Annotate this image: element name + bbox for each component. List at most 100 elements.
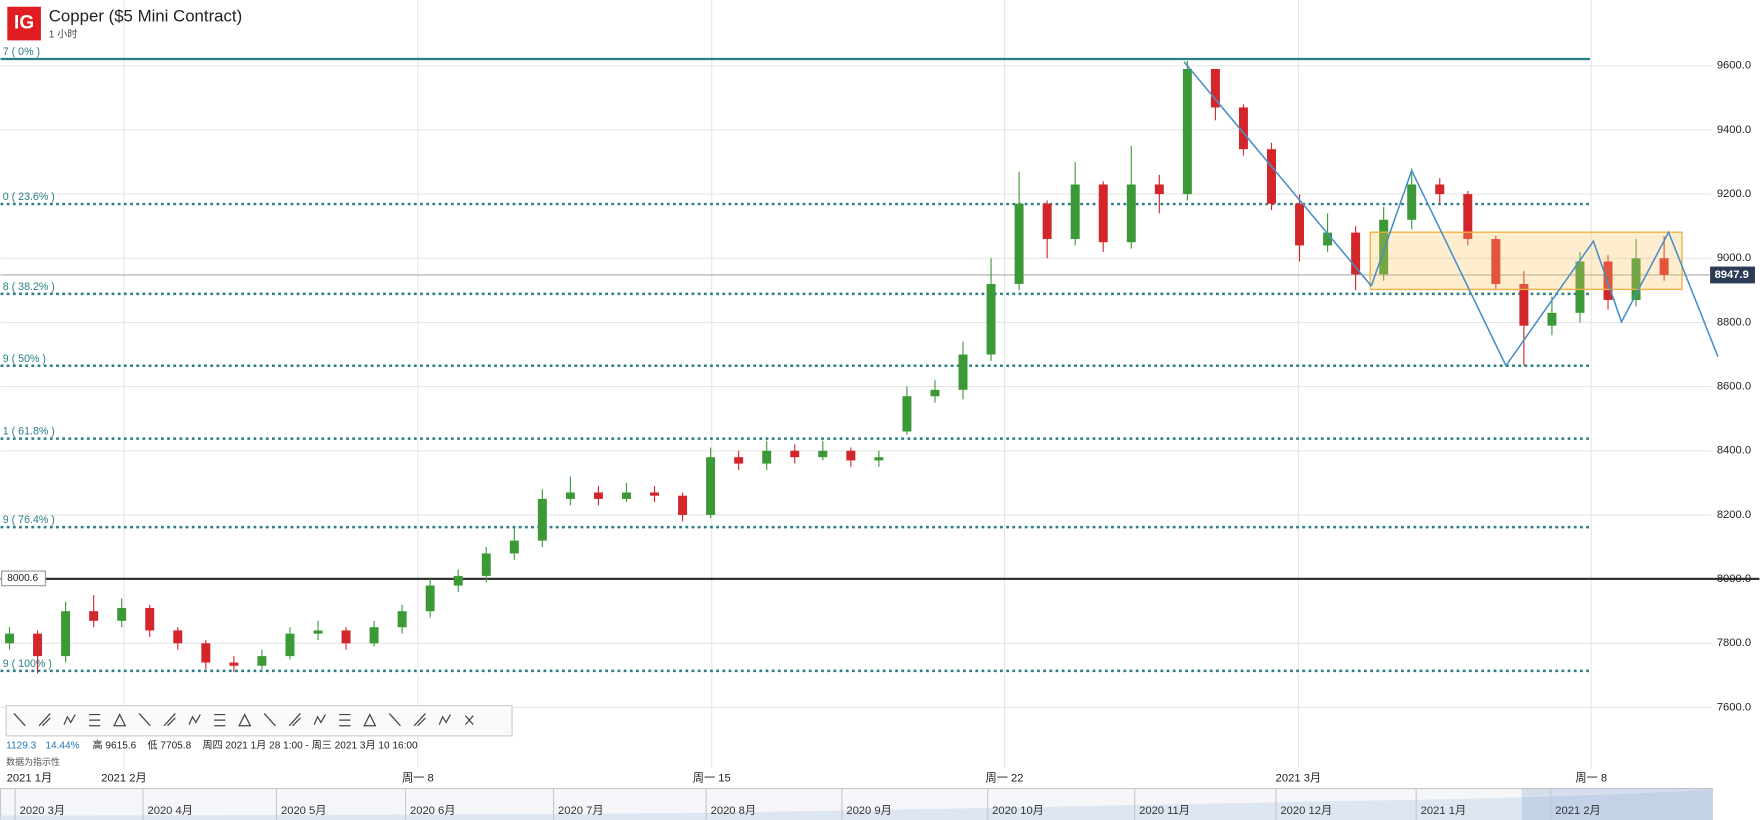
candle-body bbox=[117, 607, 127, 621]
candle-body bbox=[1435, 184, 1445, 195]
tool-icon[interactable] bbox=[214, 713, 226, 727]
tool-icon[interactable] bbox=[438, 714, 452, 725]
tool-icon[interactable] bbox=[13, 713, 26, 727]
tool-icon[interactable] bbox=[89, 713, 101, 727]
x-tick-label: 2021 1月 bbox=[7, 772, 52, 784]
tool-icon[interactable] bbox=[163, 713, 176, 727]
navigator-label: 2020 7月 bbox=[558, 805, 603, 817]
candle-body bbox=[1491, 239, 1501, 284]
info-high: 高 9615.6 bbox=[93, 739, 137, 752]
candle-body bbox=[593, 492, 603, 499]
candle-body bbox=[1351, 232, 1361, 275]
info-note: 数据为指示性 bbox=[6, 756, 60, 767]
candle-body bbox=[1519, 283, 1529, 326]
info-change-pct: 14.44% bbox=[45, 741, 79, 752]
logo-box bbox=[7, 6, 41, 41]
candle-body bbox=[1210, 68, 1220, 108]
candle-body bbox=[986, 283, 996, 355]
grid-layer: 7 ( 0% ) 0 ( 23.6% ) 8 ( 38.2% ) 9 ( 50% ) 1… bbox=[0, 0, 1760, 769]
navigator-area bbox=[0, 789, 1713, 820]
y-tick-label: 8800.0 bbox=[1717, 316, 1751, 328]
tool-icon[interactable] bbox=[63, 714, 76, 725]
y-tick-label: 8200.0 bbox=[1717, 509, 1751, 521]
candle-body bbox=[257, 656, 267, 666]
candle-body bbox=[1182, 68, 1192, 195]
candle-body bbox=[369, 627, 379, 644]
candle-body bbox=[790, 450, 800, 458]
tool-icon[interactable] bbox=[313, 714, 326, 725]
candle-body bbox=[173, 630, 183, 644]
candle-body bbox=[762, 450, 772, 464]
subtitle: 1 小时 bbox=[49, 28, 78, 40]
tool-icon[interactable] bbox=[238, 713, 252, 727]
x-tick-label: 周一 15 bbox=[693, 771, 731, 784]
info-range: 周四 2021 1月 28 1:00 - 周三 2021 3月 10 16:00 bbox=[202, 740, 418, 752]
tool-icon[interactable] bbox=[339, 713, 351, 727]
candle-body bbox=[313, 630, 323, 634]
close-icon[interactable] bbox=[464, 715, 474, 726]
y-tick-label: 8600.0 bbox=[1717, 381, 1751, 393]
tool-icon[interactable] bbox=[413, 713, 426, 727]
tool-icon[interactable] bbox=[38, 713, 51, 727]
x-tick-label: 2021 2月 bbox=[101, 772, 146, 784]
candle-body bbox=[1126, 184, 1136, 243]
overlay: 7600.0 7800.0 8000.0 8200.0 8400.0 8600.0 8800… bbox=[0, 60, 1755, 787]
x-tick-label: 周一 22 bbox=[986, 771, 1024, 784]
candle-body bbox=[1238, 107, 1248, 150]
range-box bbox=[1369, 231, 1683, 291]
navigator-label: 2020 6月 bbox=[410, 805, 455, 817]
tool-icon[interactable] bbox=[288, 713, 301, 727]
navigator-labels: 2020 3月 2020 4月 2020 5月 2020 6月 2020 7月 2020 … bbox=[14, 788, 1601, 820]
candle-body bbox=[1463, 194, 1473, 240]
navigator-label: 2020 4月 bbox=[147, 805, 192, 817]
tool-icon[interactable] bbox=[188, 714, 201, 725]
candle-body bbox=[201, 643, 211, 663]
y-tick-label: 9600.0 bbox=[1717, 60, 1751, 72]
candle-body bbox=[1267, 149, 1276, 204]
y-tick-label: 8400.0 bbox=[1717, 445, 1751, 457]
fib-label: 7 ( 0% ) bbox=[3, 46, 40, 58]
candle-body bbox=[481, 553, 491, 576]
candle-body bbox=[1631, 258, 1641, 300]
candle-body bbox=[229, 662, 239, 666]
x-tick-label: 周一 8 bbox=[1575, 771, 1607, 784]
candle-body bbox=[734, 457, 744, 464]
tool-icon[interactable] bbox=[363, 713, 377, 727]
toolbar bbox=[5, 705, 513, 737]
tool-icon[interactable] bbox=[138, 713, 151, 727]
candle-body bbox=[1575, 261, 1585, 313]
candle-body bbox=[509, 540, 519, 554]
info-change: 1129.3 bbox=[6, 741, 36, 752]
candle-body bbox=[537, 498, 547, 541]
x-tick-label: 2021 3月 bbox=[1276, 772, 1321, 784]
navigator-label: 2021 1月 bbox=[1421, 805, 1466, 817]
candle-body bbox=[1154, 184, 1164, 195]
price-line-label: 8000.6 bbox=[7, 573, 38, 584]
tool-icon[interactable] bbox=[113, 713, 127, 727]
navigator-label: 2020 9月 bbox=[846, 805, 891, 817]
last-price-label: 8947.9 bbox=[1715, 269, 1749, 281]
fib-label: 9 ( 76.4% ) bbox=[3, 514, 55, 526]
candle-body bbox=[1098, 184, 1108, 243]
navigator-label: 2020 5月 bbox=[281, 805, 326, 817]
candle-body bbox=[1070, 184, 1080, 240]
y-tick-label: 9200.0 bbox=[1717, 188, 1751, 200]
navigator-label: 2020 11月 bbox=[1139, 805, 1190, 817]
candle-body bbox=[1603, 261, 1613, 300]
candle-body bbox=[1323, 232, 1333, 246]
navigator-window bbox=[1521, 788, 1713, 820]
candle-body bbox=[902, 396, 912, 432]
candle-body bbox=[453, 575, 463, 586]
tool-icon[interactable] bbox=[388, 713, 401, 727]
navigator-label: 2020 10月 bbox=[992, 805, 1044, 817]
candle-body bbox=[650, 492, 660, 496]
candle-body bbox=[565, 492, 575, 499]
candle-body bbox=[89, 611, 99, 621]
fib-label: 9 ( 50% ) bbox=[3, 353, 46, 365]
candle-body bbox=[1042, 203, 1052, 240]
trend-line bbox=[1183, 61, 1372, 287]
candle-body bbox=[1407, 184, 1417, 220]
tool-icon[interactable] bbox=[263, 713, 276, 727]
fib-label: 1 ( 61.8% ) bbox=[3, 426, 55, 438]
